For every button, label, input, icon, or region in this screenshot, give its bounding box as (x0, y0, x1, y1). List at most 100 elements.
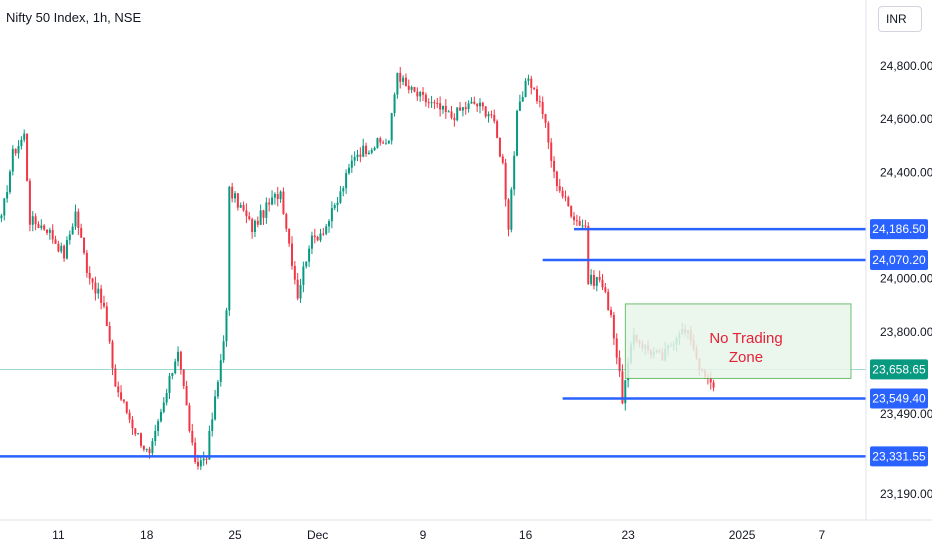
zone-label-line2: Zone (729, 349, 763, 366)
candle (459, 101, 462, 112)
candle (114, 364, 117, 388)
level-price-badge[interactable]: 24,070.20 (870, 250, 928, 271)
candle (484, 105, 487, 119)
candle (11, 145, 14, 176)
candle (248, 211, 251, 221)
candle (211, 412, 214, 437)
candle (439, 96, 442, 117)
candle (330, 201, 333, 229)
candle (370, 147, 373, 155)
candle (322, 227, 325, 237)
x-tick-label: 23 (621, 528, 635, 542)
horizontal-levels[interactable] (0, 227, 866, 458)
no-trading-zone[interactable]: No Trading Zone (624, 303, 852, 379)
candle (570, 205, 573, 219)
candle (279, 190, 282, 203)
candle (265, 197, 268, 224)
level-price-badge[interactable]: 24,186.50 (870, 219, 928, 240)
candle (94, 276, 97, 301)
candle (595, 276, 598, 292)
candle (601, 274, 604, 291)
candle (510, 187, 513, 233)
candle (145, 448, 148, 453)
candle (373, 146, 376, 151)
candle (157, 418, 160, 437)
candle (225, 307, 228, 347)
candle (159, 408, 162, 423)
candle (362, 138, 365, 158)
candle (91, 277, 94, 290)
candle (496, 119, 499, 139)
candle (3, 197, 6, 221)
zone-label-line1: No Trading (709, 330, 782, 347)
candle (74, 204, 77, 230)
candle (88, 266, 91, 285)
candle (573, 212, 576, 226)
candle (111, 339, 114, 376)
candle (296, 272, 299, 301)
candle (393, 92, 396, 117)
candle (319, 228, 322, 243)
candle (31, 211, 34, 232)
candle (194, 437, 197, 464)
candle (40, 219, 43, 231)
candle (174, 358, 177, 375)
candle (97, 282, 100, 299)
candle (43, 224, 46, 231)
price-axis[interactable]: 24,800.00 24,600.00 24,400.00 24,000.00 23,8… (865, 0, 932, 520)
x-tick-label: Dec (307, 528, 328, 542)
candle (567, 195, 570, 207)
candle (427, 98, 430, 109)
candle (168, 372, 171, 399)
candle (290, 236, 293, 270)
x-tick-label: 16 (519, 528, 533, 542)
candle (171, 372, 174, 380)
time-axis[interactable]: 11 18 25 Dec 9 16 23 2025 7 (0, 519, 932, 542)
candle (419, 90, 422, 102)
candle (105, 302, 108, 327)
candle (83, 237, 86, 255)
candle (6, 185, 9, 203)
candle (382, 140, 385, 144)
x-tick-label: 18 (140, 528, 154, 542)
candle (507, 198, 510, 237)
x-tick-label: 9 (420, 528, 427, 542)
candle (607, 288, 610, 311)
zone-rectangle[interactable] (624, 303, 852, 379)
candle (461, 106, 464, 117)
candle (498, 137, 501, 158)
candle (604, 283, 607, 294)
candle (473, 96, 476, 105)
level-price-badge[interactable]: 23,549.40 (870, 388, 928, 409)
y-tick-label: 24,800.00 (880, 59, 932, 73)
candle (0, 213, 3, 223)
candle (305, 261, 308, 269)
candle (122, 399, 125, 404)
svg-text:23,331.55: 23,331.55 (872, 449, 926, 463)
candle (37, 221, 40, 229)
candle (117, 381, 120, 398)
candle (273, 192, 276, 205)
candle (208, 425, 211, 460)
candle (285, 212, 288, 232)
candle (102, 295, 105, 309)
candle (347, 163, 350, 175)
candle (504, 158, 507, 207)
candle (137, 432, 140, 435)
candle (356, 149, 359, 162)
candle (333, 203, 336, 211)
level-price-badge[interactable]: 23,331.55 (870, 446, 928, 467)
candle (51, 224, 54, 244)
candle (231, 182, 234, 203)
candle (234, 191, 237, 203)
last-price-badge[interactable]: 23,658.65 (870, 359, 928, 380)
candle (151, 438, 154, 457)
candle (179, 350, 182, 375)
candle (584, 219, 587, 229)
candle (336, 196, 339, 213)
currency-button[interactable]: INR (878, 6, 922, 32)
candle (521, 91, 524, 102)
candle (251, 217, 254, 239)
